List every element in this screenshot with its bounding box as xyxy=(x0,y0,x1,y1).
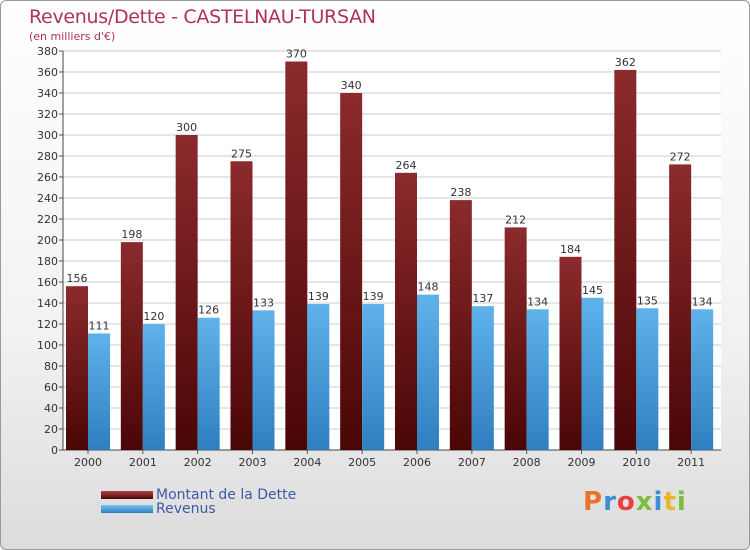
bar-revenue xyxy=(581,297,604,450)
value-label-revenue: 135 xyxy=(637,294,658,307)
legend-label-revenue: Revenus xyxy=(156,501,216,517)
value-label-debt: 184 xyxy=(560,243,581,256)
bar-debt xyxy=(449,200,472,450)
y-tick-label: 360 xyxy=(37,66,58,79)
value-label-debt: 212 xyxy=(505,213,526,226)
x-tick-label: 2009 xyxy=(568,456,596,469)
legend-item-revenue: Revenus xyxy=(101,500,216,518)
legend-label-debt: Montant de la Dette xyxy=(156,487,297,503)
y-tick-label: 180 xyxy=(37,255,58,268)
y-tick-label: 280 xyxy=(37,150,58,163)
bar-debt xyxy=(230,161,253,450)
logo-letter: x xyxy=(635,487,654,517)
x-tick-label: 2003 xyxy=(239,456,267,469)
y-tick-label: 160 xyxy=(37,276,58,289)
y-tick-label: 140 xyxy=(37,297,58,310)
y-tick-label: 100 xyxy=(37,339,58,352)
value-label-revenue: 134 xyxy=(527,295,548,308)
plot-area xyxy=(63,51,721,450)
bar-revenue xyxy=(252,310,275,450)
y-tick-label: 120 xyxy=(37,318,58,331)
value-label-debt: 264 xyxy=(396,159,417,172)
x-tick-label: 2005 xyxy=(348,456,376,469)
bar-revenue xyxy=(362,304,385,450)
logo-letter: t xyxy=(663,487,677,517)
value-label-revenue: 133 xyxy=(253,296,274,309)
chart-subtitle: (en milliers d'€) xyxy=(29,30,116,43)
x-tick-label: 2008 xyxy=(513,456,541,469)
logo-letter: o xyxy=(616,487,636,517)
logo-letter: i xyxy=(676,487,687,517)
value-label-revenue: 137 xyxy=(472,292,493,305)
value-label-debt: 156 xyxy=(67,272,88,285)
bar-debt xyxy=(614,69,637,451)
value-label-revenue: 145 xyxy=(582,284,603,297)
y-tick-label: 0 xyxy=(51,444,58,457)
bar-debt xyxy=(285,61,308,450)
y-tick-label: 340 xyxy=(37,87,58,100)
x-tick-label: 2006 xyxy=(403,456,431,469)
y-tick-label: 80 xyxy=(44,360,58,373)
bar-revenue xyxy=(691,309,714,450)
legend-swatch-debt xyxy=(101,491,153,499)
x-tick-label: 2002 xyxy=(184,456,212,469)
bar-revenue xyxy=(142,324,165,450)
y-tick-label: 220 xyxy=(37,213,58,226)
value-label-revenue: 126 xyxy=(198,304,219,317)
value-label-debt: 340 xyxy=(341,79,362,92)
y-tick-label: 320 xyxy=(37,108,58,121)
value-label-debt: 238 xyxy=(450,186,471,199)
bar-revenue xyxy=(471,306,494,450)
value-label-debt: 198 xyxy=(121,228,142,241)
bar-revenue xyxy=(307,304,330,450)
y-tick-label: 260 xyxy=(37,171,58,184)
value-label-revenue: 148 xyxy=(418,281,439,294)
value-label-revenue: 111 xyxy=(89,319,110,332)
bar-debt xyxy=(340,93,363,450)
x-tick-label: 2011 xyxy=(677,456,705,469)
y-tick-label: 200 xyxy=(37,234,58,247)
bar-chart: 0 20 40 60 80 100 120 140 160 180 200 220 240 260 280 3… xyxy=(37,45,721,469)
value-label-debt: 275 xyxy=(231,147,252,160)
y-tick-label: 380 xyxy=(37,45,58,58)
value-label-revenue: 139 xyxy=(308,290,329,303)
value-label-debt: 362 xyxy=(615,56,636,69)
legend-swatch-revenue xyxy=(101,505,153,513)
chart-title: Revenus/Dette - CASTELNAU-TURSAN xyxy=(29,6,376,28)
y-tick-label: 300 xyxy=(37,129,58,142)
logo-letter: r xyxy=(603,487,617,517)
y-tick-label: 60 xyxy=(44,381,58,394)
value-label-revenue: 134 xyxy=(692,295,713,308)
bar-revenue xyxy=(197,317,220,450)
bar-debt xyxy=(559,256,582,450)
bar-revenue xyxy=(88,333,110,450)
proxiti-logo: Proxiti xyxy=(583,487,687,517)
x-tick-label: 2010 xyxy=(622,456,650,469)
bar-debt xyxy=(175,135,198,450)
bar-debt xyxy=(504,227,527,450)
y-tick-label: 240 xyxy=(37,192,58,205)
bar-debt xyxy=(395,172,417,451)
bar-revenue xyxy=(526,309,549,450)
x-tick-label: 2000 xyxy=(74,456,102,469)
legend-item-debt: Montant de la Dette xyxy=(101,486,296,504)
x-tick-label: 2004 xyxy=(293,456,321,469)
bar-revenue xyxy=(417,294,439,450)
bar-debt xyxy=(120,242,143,450)
logo-letter: i xyxy=(653,487,664,517)
bar-debt xyxy=(66,286,88,450)
value-label-debt: 300 xyxy=(176,121,197,134)
x-tick-label: 2001 xyxy=(129,456,157,469)
value-label-debt: 370 xyxy=(286,48,307,61)
logo-letter: P xyxy=(583,487,604,517)
x-tick-label: 2007 xyxy=(458,456,486,469)
value-label-debt: 272 xyxy=(670,150,691,163)
y-tick-label: 20 xyxy=(44,423,58,436)
y-tick-label: 40 xyxy=(44,402,58,415)
bar-debt xyxy=(669,164,692,450)
value-label-revenue: 139 xyxy=(363,290,384,303)
bar-revenue xyxy=(636,308,659,450)
value-label-revenue: 120 xyxy=(143,310,164,323)
